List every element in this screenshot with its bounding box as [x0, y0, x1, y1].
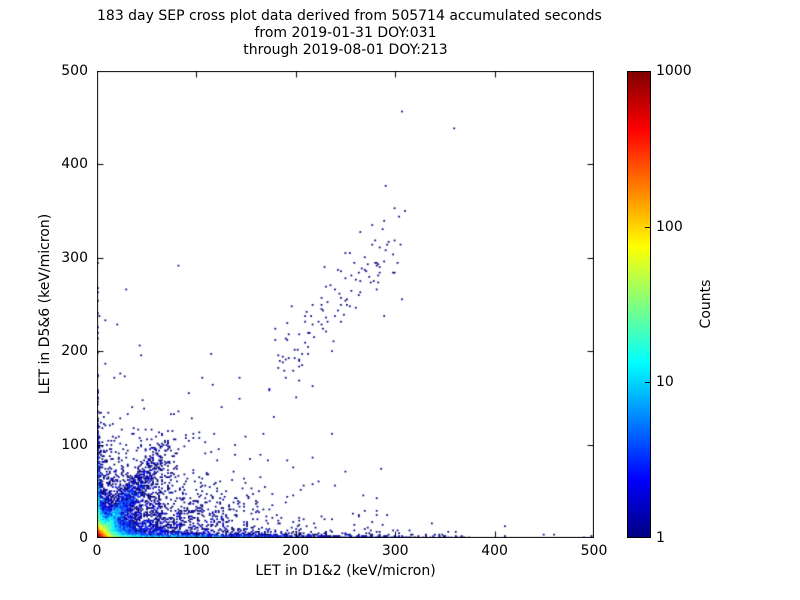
x-tick-label: 400 — [481, 543, 508, 559]
colorbar-tick-mark — [645, 382, 650, 384]
figure-title-line-2: from 2019-01-31 DOY:031 — [254, 25, 437, 41]
y-axis-label: LET in D5&6 (keV/micron) — [37, 213, 53, 395]
colorbar-tick-mark — [645, 226, 650, 228]
colorbar-tick-label: 1000 — [656, 63, 692, 79]
x-tick-label: 500 — [580, 543, 608, 559]
colorbar-label: Counts — [698, 279, 714, 329]
x-tick-label: 300 — [381, 543, 409, 559]
y-tick-label: 400 — [61, 156, 88, 173]
colorbar — [627, 71, 651, 538]
x-tick-label: 100 — [183, 543, 210, 559]
y-tick-label: 500 — [61, 63, 88, 79]
x-tick-label: 200 — [282, 543, 310, 559]
colorbar-tick-label: 1 — [656, 530, 665, 546]
figure-title-line-1: 183 day SEP cross plot data derived from… — [97, 8, 602, 24]
colorbar-tick-label: 10 — [656, 374, 674, 391]
colorbar-tick-label: 100 — [656, 218, 683, 235]
x-axis-label: LET in D1&2 (keV/micron) — [255, 563, 436, 579]
y-tick-label: 200 — [61, 343, 88, 360]
y-tick-label: 100 — [61, 436, 88, 453]
figure-title-line-3: through 2019-08-01 DOY:213 — [243, 42, 448, 58]
y-tick-label: 0 — [79, 530, 88, 546]
y-tick-label: 300 — [61, 249, 88, 266]
x-tick-label: 0 — [92, 543, 102, 559]
scatter-plot-area — [97, 71, 594, 538]
